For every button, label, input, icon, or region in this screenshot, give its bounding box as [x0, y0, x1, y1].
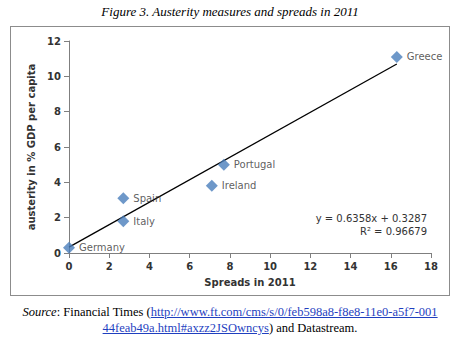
- svg-text:8: 8: [54, 106, 61, 117]
- html-text:Source: Financial Times (http:: Source: Financial Times (http://www.ft.c…: [22, 305, 438, 335]
- svg-text:Ireland: Ireland: [222, 180, 257, 191]
- svg-text:14: 14: [344, 261, 358, 272]
- svg-text:0: 0: [54, 248, 61, 259]
- svg-text:4: 4: [54, 177, 61, 188]
- svg-text:Germany: Germany: [79, 242, 125, 253]
- svg-text:12: 12: [47, 36, 61, 47]
- svg-text:2: 2: [106, 261, 113, 272]
- svg-text:8: 8: [226, 261, 233, 272]
- svg-text:Portugal: Portugal: [234, 159, 275, 170]
- svg-text:10: 10: [263, 261, 277, 272]
- svg-text:0: 0: [66, 261, 73, 272]
- svg-text:y = 0.6358x + 0.3287: y = 0.6358x + 0.3287: [316, 213, 427, 224]
- svg-text:6: 6: [186, 261, 193, 272]
- svg-text:16: 16: [384, 261, 398, 272]
- svg-text:Greece: Greece: [407, 51, 443, 62]
- svg-text:6: 6: [54, 142, 61, 153]
- svg-text:12: 12: [303, 261, 317, 272]
- svg-text:Spreads in 2011: Spreads in 2011: [204, 277, 295, 288]
- svg-text:R² = 0.96679: R² = 0.96679: [360, 226, 427, 237]
- svg-text:Spain: Spain: [133, 193, 161, 204]
- svg-text:18: 18: [424, 261, 438, 272]
- svg-text:10: 10: [47, 71, 61, 82]
- html-text:Figure 3. Austerity measures a: Figure 3. Austerity measures and spreads…: [101, 4, 359, 19]
- svg-text:Italy: Italy: [133, 216, 155, 227]
- svg-text:2: 2: [54, 212, 61, 223]
- svg-text:4: 4: [146, 261, 153, 272]
- svg-text:austerity in % GDP per capita: austerity in % GDP per capita: [26, 64, 37, 231]
